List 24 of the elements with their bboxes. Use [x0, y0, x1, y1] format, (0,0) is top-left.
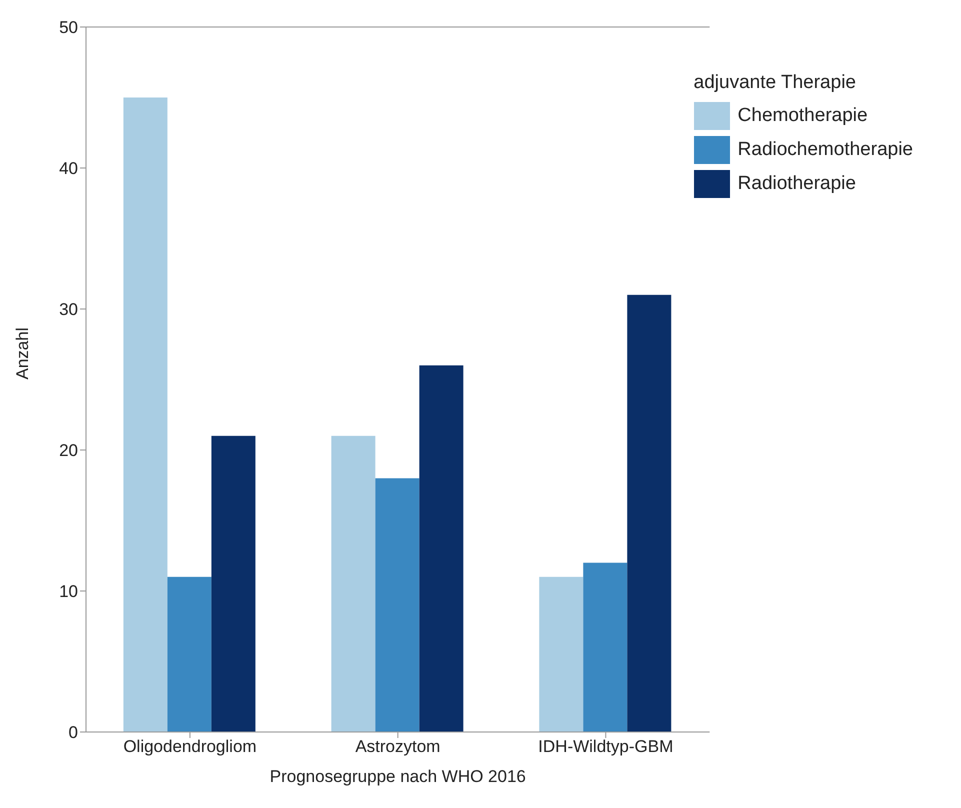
- bar: [539, 576, 584, 732]
- bar: [167, 576, 212, 732]
- y-tick-label: 40: [59, 159, 78, 178]
- legend-label: Radiotherapie: [738, 173, 856, 195]
- bar: [583, 562, 628, 732]
- x-axis-title: Prognosegruppe nach WHO 2016: [270, 767, 526, 786]
- y-tick-label: 50: [59, 18, 78, 38]
- x-tick-label: Oligodendrogliom: [123, 737, 257, 756]
- y-tick-label: 30: [59, 300, 78, 320]
- x-tick-label: Astrozytom: [355, 737, 440, 756]
- bar: [211, 436, 256, 732]
- bar: [123, 98, 168, 732]
- legend-label: Chemotherapie: [738, 105, 868, 127]
- legend-title: adjuvante Therapie: [694, 72, 857, 94]
- bar: [419, 365, 464, 732]
- bar: [331, 436, 376, 732]
- y-tick-label: 20: [59, 441, 78, 460]
- y-axis-title: Anzahl: [13, 328, 32, 380]
- y-tick-label: 10: [59, 582, 78, 602]
- y-tick-label: 0: [68, 723, 78, 742]
- x-tick-label: IDH-Wildtyp-GBM: [538, 737, 674, 756]
- bar: [627, 294, 672, 732]
- bar: [375, 478, 420, 732]
- legend-label: Radiochemotherapie: [738, 139, 913, 161]
